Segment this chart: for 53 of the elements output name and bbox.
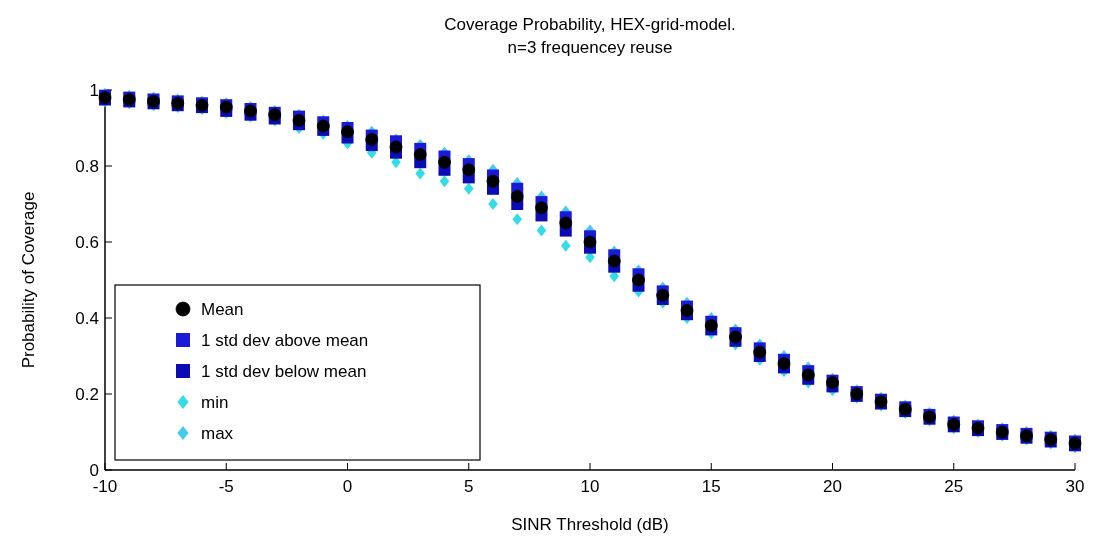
x-axis-title: SINR Threshold (dB) — [511, 515, 669, 534]
point — [510, 190, 524, 203]
x-tick-label: 20 — [823, 477, 842, 496]
point — [389, 140, 403, 154]
legend-label: max — [201, 424, 234, 443]
y-tick-label: 1 — [89, 81, 99, 100]
point — [559, 216, 573, 230]
x-tick-label: 10 — [580, 477, 600, 496]
legend-label: min — [201, 393, 229, 412]
point — [439, 175, 450, 188]
point — [536, 224, 547, 237]
point — [512, 213, 523, 226]
point — [413, 148, 427, 161]
point — [463, 182, 474, 195]
x-tick-label: 15 — [701, 477, 721, 496]
point — [486, 174, 500, 188]
legend-label: Mean — [201, 300, 244, 319]
x-tick-label: 5 — [464, 477, 474, 496]
point — [415, 167, 426, 180]
point — [656, 288, 670, 302]
y-axis-title: Probability of Coverage — [19, 191, 38, 369]
chart-subtitle: n=3 frequencey reuse — [507, 38, 673, 57]
x-tick-label: 30 — [1065, 477, 1085, 496]
point — [729, 330, 742, 344]
x-tick-label: 25 — [944, 477, 964, 496]
point — [292, 114, 306, 127]
point — [753, 345, 767, 359]
legend-label: 1 std dev above mean — [201, 331, 369, 350]
point — [583, 235, 597, 249]
chart-title: Coverage Probability, HEX-grid-model. — [444, 15, 736, 34]
point — [560, 239, 571, 252]
point — [341, 125, 354, 139]
point — [777, 357, 791, 370]
y-tick-label: 0.4 — [75, 309, 99, 328]
x-tick-label: -5 — [218, 477, 234, 496]
point — [462, 163, 476, 177]
y-tick-label: 0 — [89, 461, 99, 480]
point — [801, 368, 815, 382]
legend-label: 1 std dev below mean — [201, 362, 367, 381]
point — [680, 304, 694, 317]
y-tick-label: 0.2 — [75, 385, 99, 404]
point — [316, 119, 330, 133]
y-tick-label: 0.6 — [75, 233, 99, 252]
point — [607, 254, 621, 268]
point — [438, 155, 451, 169]
point — [488, 198, 498, 210]
x-tick-label: -10 — [92, 477, 118, 496]
point — [704, 319, 718, 332]
point — [535, 201, 548, 215]
x-tick-label: 0 — [342, 477, 353, 496]
y-tick-label: 0.8 — [75, 157, 99, 176]
point — [365, 133, 379, 146]
point — [632, 273, 645, 287]
